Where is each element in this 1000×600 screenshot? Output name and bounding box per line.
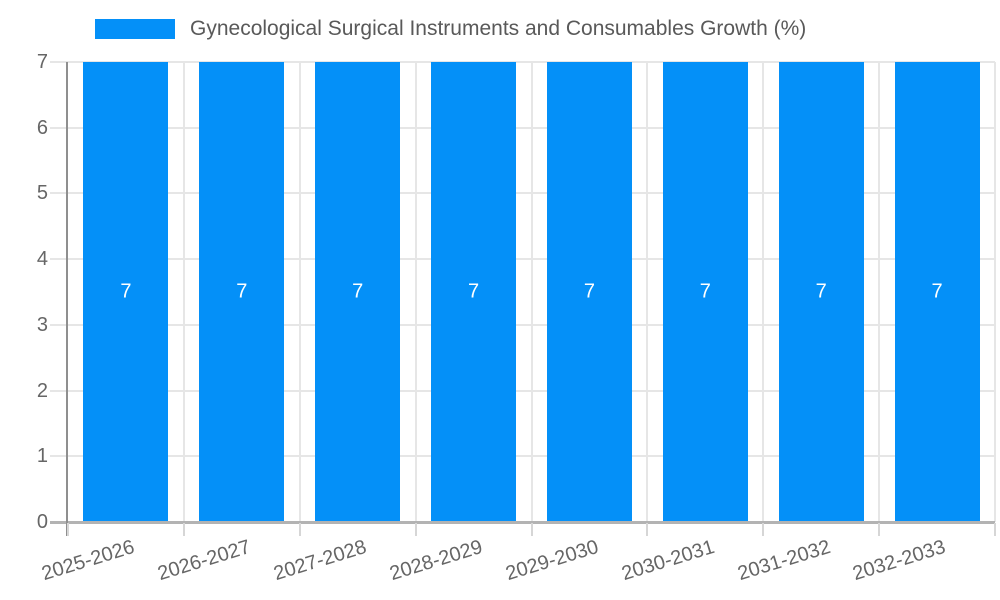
- bar-value-label: 7: [583, 280, 595, 303]
- bar[interactable]: 7: [894, 62, 980, 522]
- x-axis-line: [50, 521, 995, 524]
- y-axis-line: [66, 62, 68, 536]
- y-axis-tick-label: 5: [36, 182, 48, 205]
- bar-value-label: 7: [120, 280, 132, 303]
- gridline: [646, 62, 649, 522]
- bar-value-label: 7: [236, 280, 248, 303]
- axis-tick: [298, 523, 301, 536]
- axis-tick: [414, 523, 417, 536]
- bar[interactable]: 7: [199, 62, 285, 522]
- gridline: [182, 62, 185, 522]
- y-axis-tick-label: 7: [36, 51, 48, 73]
- x-axis-tick-label: 2028-2029: [387, 536, 485, 586]
- gridline: [50, 323, 995, 326]
- bar[interactable]: 7: [315, 62, 401, 522]
- bar-value-label: 7: [352, 280, 364, 303]
- y-axis-tick-label: 0: [36, 511, 48, 533]
- bar[interactable]: 7: [83, 62, 169, 522]
- x-axis-tick-label: 2030-2031: [618, 536, 717, 586]
- y-axis-tick-label: 1: [36, 445, 48, 468]
- legend-item[interactable]: Gynecological Surgical Instruments and C…: [95, 17, 806, 41]
- axis-tick: [67, 523, 69, 536]
- bar[interactable]: 7: [778, 62, 864, 522]
- gridline: [50, 389, 995, 392]
- bar[interactable]: 7: [662, 62, 748, 522]
- axis-tick: [646, 523, 649, 536]
- axis-tick: [878, 523, 881, 536]
- y-axis-tick-label: 6: [36, 116, 48, 139]
- axis-tick: [994, 523, 996, 536]
- bar[interactable]: 7: [431, 62, 517, 522]
- gridline: [50, 192, 995, 195]
- gridline: [50, 455, 995, 458]
- gridline: [50, 61, 995, 63]
- gridline: [50, 126, 995, 129]
- bar[interactable]: 7: [546, 62, 632, 522]
- gridline: [530, 62, 533, 522]
- gridline: [878, 62, 881, 522]
- bar-value-label: 7: [468, 280, 480, 303]
- x-axis-tick-label: 2025-2026: [39, 536, 138, 586]
- bar-value-label: 7: [931, 280, 943, 303]
- x-axis-tick-label: 2032-2033: [850, 536, 949, 586]
- gridline: [50, 258, 995, 261]
- x-axis-tick-label: 2026-2027: [155, 536, 254, 586]
- gridline: [994, 62, 996, 522]
- x-axis-tick-label: 2029-2030: [502, 536, 601, 586]
- legend-label: Gynecological Surgical Instruments and C…: [190, 17, 807, 40]
- bar-value-label: 7: [815, 280, 827, 303]
- legend-swatch: [95, 19, 175, 39]
- axis-tick: [530, 523, 533, 536]
- gridline: [414, 62, 417, 522]
- axis-tick: [182, 523, 185, 536]
- y-axis-tick-label: 3: [36, 313, 48, 336]
- y-axis-tick-label: 2: [36, 379, 48, 402]
- gridline: [298, 62, 301, 522]
- bar-value-label: 7: [699, 280, 711, 303]
- y-axis-tick-label: 4: [36, 248, 48, 271]
- x-axis-tick-label: 2031-2032: [734, 536, 833, 586]
- x-axis-tick-label: 2027-2028: [271, 536, 370, 586]
- axis-tick: [762, 523, 765, 536]
- gridline: [762, 62, 765, 522]
